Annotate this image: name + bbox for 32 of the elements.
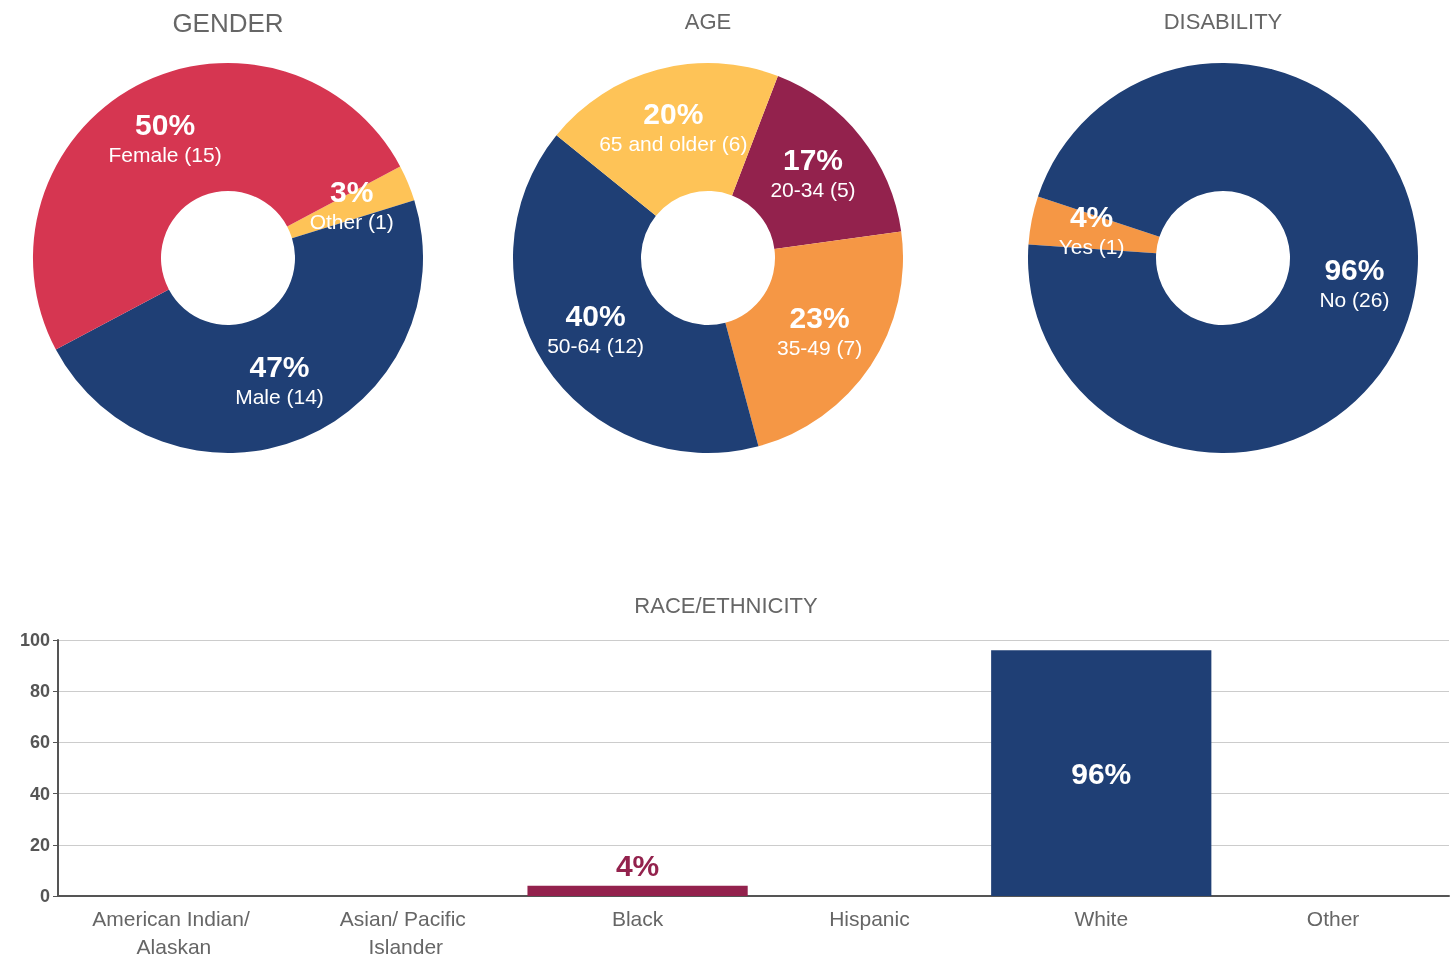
- x-tick-label: Black: [611, 906, 664, 930]
- slice-label: No (26): [1319, 287, 1390, 311]
- x-tick-label: Asian/ Pacific Islander: [339, 906, 472, 958]
- chart-title: GENDER: [172, 8, 284, 38]
- slice-label: 65 and older (6): [599, 132, 748, 156]
- slice-label: 20-34 (5): [770, 178, 856, 202]
- y-tick-label: 0: [39, 886, 50, 906]
- slice-label: 35-49 (7): [777, 335, 863, 359]
- y-tick-label: 60: [29, 732, 50, 753]
- y-tick-label: 100: [19, 630, 50, 650]
- data-label: 20%: [643, 97, 704, 131]
- x-tick-label: Hispanic: [829, 906, 910, 930]
- data-label: 17%: [782, 143, 844, 177]
- data-label: 96%: [1324, 252, 1385, 286]
- chart-title: DISABILITY: [1163, 8, 1283, 34]
- data-label: 50%: [135, 108, 196, 142]
- slice-label: Male (14): [235, 385, 324, 409]
- data-label: 96%: [1071, 756, 1132, 790]
- x-tick-label: Other: [1306, 906, 1360, 930]
- chart-title: AGE: [684, 8, 732, 34]
- chart-title: RACE/ETHNICITY: [634, 592, 818, 618]
- x-tick-label: American Indian/ Alaskan: [92, 906, 256, 958]
- x-tick-label: White: [1074, 906, 1129, 930]
- data-label: 47%: [249, 350, 310, 384]
- slice-label: Female (15): [108, 143, 222, 167]
- data-label: 40%: [565, 299, 626, 333]
- y-tick-label: 20: [29, 834, 50, 855]
- y-tick-label: 40: [29, 783, 50, 804]
- slice-label: 50-64 (12): [547, 334, 645, 358]
- y-tick-label: 80: [29, 681, 50, 702]
- data-label: 23%: [789, 300, 850, 334]
- data-label: 4%: [615, 849, 660, 883]
